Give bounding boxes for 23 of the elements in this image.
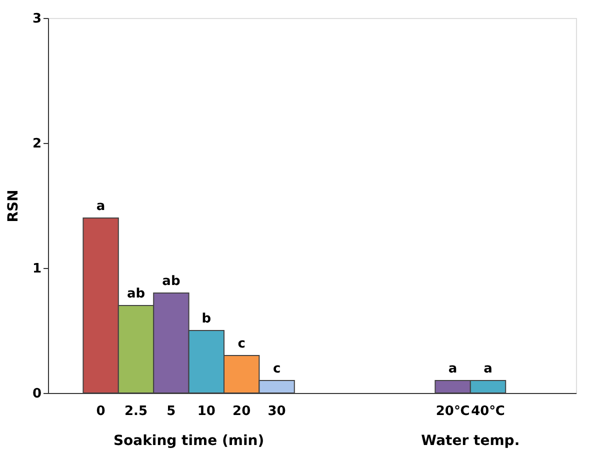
x-tick-label: 20 — [232, 404, 251, 419]
data-label: b — [202, 312, 212, 326]
x-tick-label: 5 — [166, 404, 176, 419]
text: Water temp. — [421, 433, 520, 449]
y-axis-title: RSN — [5, 190, 22, 222]
data-label: ab — [162, 274, 180, 289]
x-tick-label: 2.5 — [124, 404, 148, 419]
text: Soaking time (min) — [113, 433, 264, 449]
data-label: a — [448, 362, 458, 376]
x-tick-label: 10 — [197, 404, 216, 419]
data-label: c — [272, 362, 281, 376]
data-label: ab — [126, 286, 146, 302]
x-tick-label: 30 — [268, 404, 286, 419]
y-tick-label: 2 — [32, 136, 42, 152]
data-label: a — [484, 362, 492, 376]
y-tick-label: 0 — [32, 386, 42, 402]
x-tick-label: 20℃ — [436, 404, 470, 419]
y-tick-label: 3 — [32, 12, 42, 26]
x-tick-label: 0 — [96, 404, 106, 419]
y-tick-label: 1 — [32, 262, 42, 276]
data-label: a — [96, 199, 106, 214]
data-label: c — [238, 336, 246, 352]
x-tick-label: 40℃ — [471, 404, 505, 419]
